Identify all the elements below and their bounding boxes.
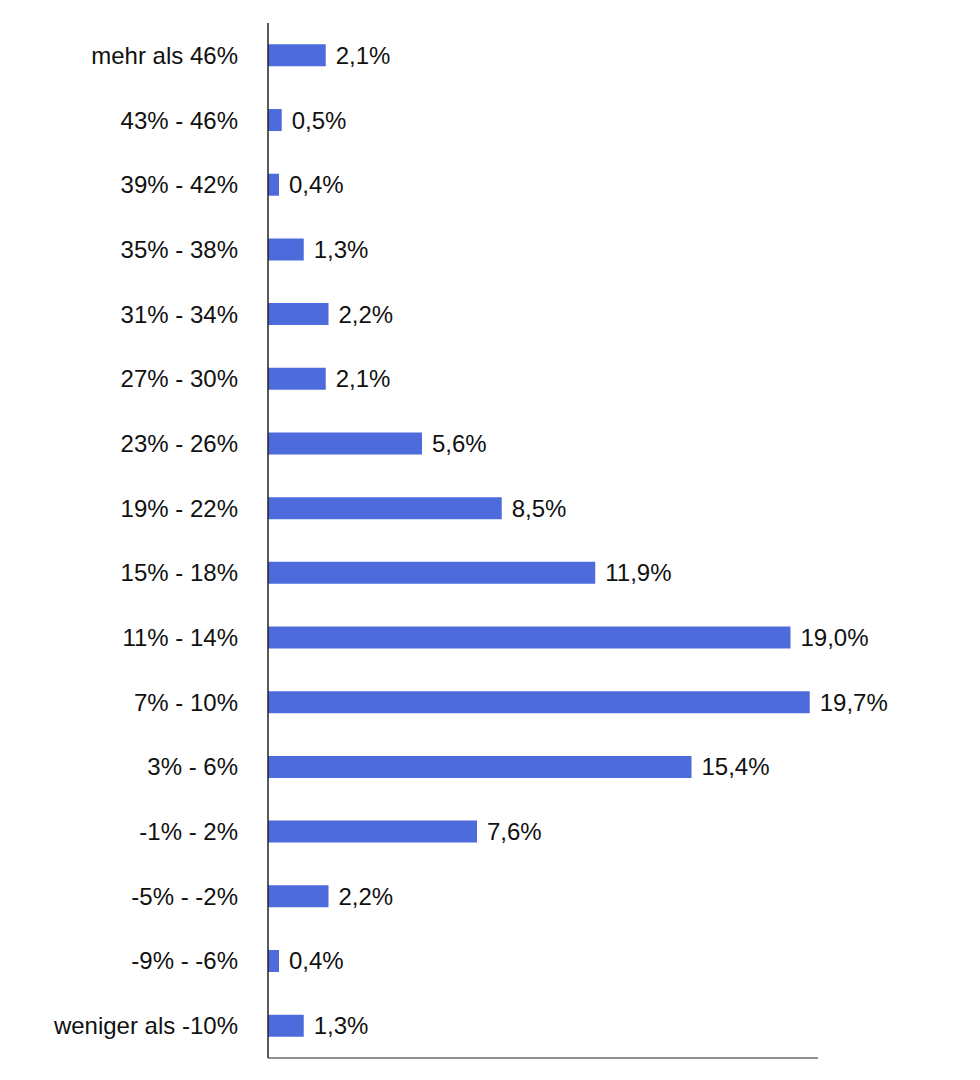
- svg-text:1,3%: 1,3%: [314, 236, 369, 263]
- svg-text:5,6%: 5,6%: [432, 430, 487, 457]
- svg-text:15% - 18%: 15% - 18%: [121, 559, 238, 586]
- svg-text:7% - 10%: 7% - 10%: [134, 689, 238, 716]
- svg-text:1,3%: 1,3%: [314, 1012, 369, 1039]
- svg-text:39% - 42%: 39% - 42%: [121, 171, 238, 198]
- svg-text:0,4%: 0,4%: [289, 947, 344, 974]
- svg-text:19% - 22%: 19% - 22%: [121, 495, 238, 522]
- svg-text:-9% - -6%: -9% - -6%: [131, 947, 238, 974]
- svg-text:8,5%: 8,5%: [512, 495, 567, 522]
- svg-text:2,1%: 2,1%: [336, 42, 391, 69]
- svg-text:mehr als 46%: mehr als 46%: [91, 42, 238, 69]
- svg-text:2,1%: 2,1%: [336, 365, 391, 392]
- svg-text:15,4%: 15,4%: [702, 753, 770, 780]
- svg-text:0,4%: 0,4%: [289, 171, 344, 198]
- svg-text:27% - 30%: 27% - 30%: [121, 365, 238, 392]
- svg-text:7,6%: 7,6%: [487, 818, 542, 845]
- svg-text:weniger als -10%: weniger als -10%: [53, 1012, 238, 1039]
- svg-text:-5% - -2%: -5% - -2%: [131, 883, 238, 910]
- svg-text:35% - 38%: 35% - 38%: [121, 236, 238, 263]
- svg-text:2,2%: 2,2%: [339, 883, 394, 910]
- svg-text:19,0%: 19,0%: [801, 624, 869, 651]
- svg-text:11,9%: 11,9%: [605, 559, 671, 586]
- svg-text:23% - 26%: 23% - 26%: [121, 430, 238, 457]
- svg-text:19,7%: 19,7%: [820, 689, 888, 716]
- svg-text:11% - 14%: 11% - 14%: [122, 624, 238, 651]
- svg-text:3% - 6%: 3% - 6%: [147, 753, 238, 780]
- svg-text:2,2%: 2,2%: [339, 301, 394, 328]
- svg-text:31% - 34%: 31% - 34%: [121, 301, 238, 328]
- svg-text:0,5%: 0,5%: [292, 107, 347, 134]
- svg-text:-1% - 2%: -1% - 2%: [139, 818, 238, 845]
- svg-text:43% - 46%: 43% - 46%: [121, 107, 238, 134]
